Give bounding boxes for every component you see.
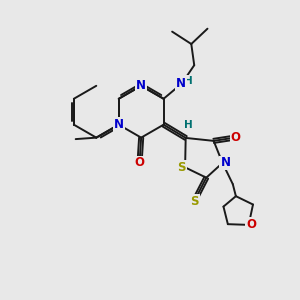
- Text: N: N: [176, 77, 186, 90]
- Text: O: O: [135, 157, 145, 169]
- Text: N: N: [114, 118, 124, 131]
- Text: H: H: [184, 123, 192, 133]
- Text: H: H: [184, 76, 193, 85]
- Text: S: S: [177, 161, 186, 174]
- Text: S: S: [190, 195, 199, 208]
- Text: N: N: [136, 79, 146, 92]
- Text: N: N: [220, 157, 230, 169]
- Text: H: H: [184, 120, 193, 130]
- Text: O: O: [246, 218, 256, 231]
- Text: O: O: [231, 131, 241, 144]
